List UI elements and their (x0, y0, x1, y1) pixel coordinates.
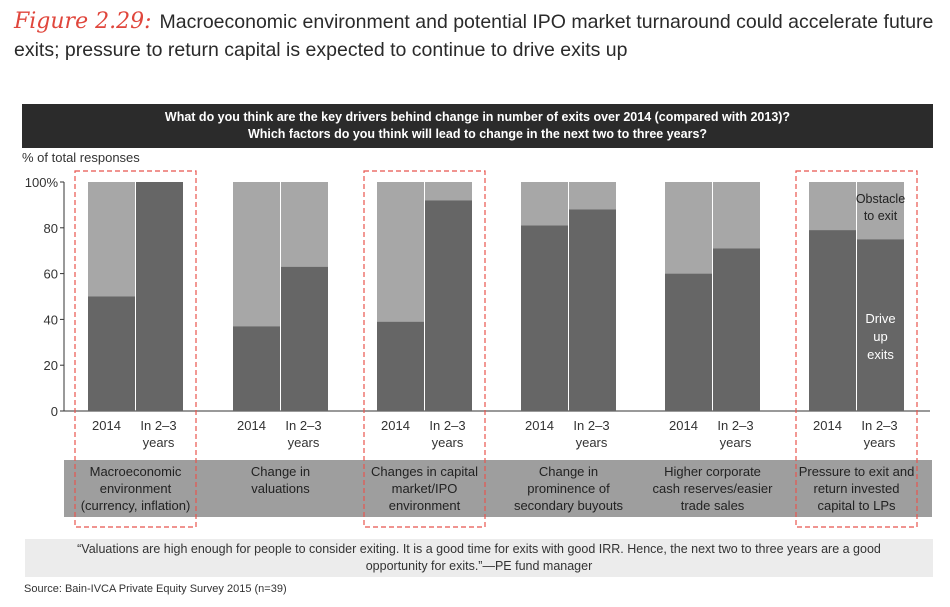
series-label-drive-up: exits (867, 347, 894, 362)
bar-label: 2014 (525, 418, 554, 433)
category-label: capital to LPs (817, 498, 896, 513)
quote-text: “Valuations are high enough for people t… (59, 541, 899, 575)
category-label: environment (389, 498, 461, 513)
bar-obstacle (377, 182, 424, 322)
bar-drive-up (809, 230, 856, 411)
series-label-obstacle: to exit (864, 209, 898, 223)
category-label: environment (100, 481, 172, 496)
category-label: Pressure to exit and (799, 464, 915, 479)
category-label: market/IPO (392, 481, 458, 496)
category-label: cash reserves/easier (653, 481, 774, 496)
category-label: trade sales (681, 498, 745, 513)
category-label: Change in (539, 464, 598, 479)
source-note: Source: Bain-IVCA Private Equity Survey … (24, 583, 287, 595)
category-label: prominence of (527, 481, 610, 496)
bar-obstacle (665, 182, 712, 274)
bar-obstacle (569, 182, 616, 209)
bar-label: 2014 (813, 418, 842, 433)
bar-drive-up (713, 248, 760, 411)
bar-label: In 2–3 (717, 418, 753, 433)
bar-label: years (864, 435, 896, 450)
bar-drive-up (136, 182, 183, 411)
category-label: Changes in capital (371, 464, 478, 479)
bar-label: In 2–3 (285, 418, 321, 433)
y-tick-label: 60 (44, 267, 58, 282)
stacked-bar-chart: % of total responses 0 20 40 60 80 100% 2014 In … (0, 0, 950, 540)
bar-obstacle (809, 182, 856, 230)
bar-drive-up (377, 322, 424, 411)
bar-drive-up (569, 209, 616, 411)
category-label: (currency, inflation) (81, 498, 191, 513)
bar-drive-up (233, 326, 280, 411)
bar-label: years (576, 435, 608, 450)
category-label: Change in (251, 464, 310, 479)
quote-box: “Valuations are high enough for people t… (25, 539, 933, 577)
y-tick-label: 20 (44, 358, 58, 373)
bar-drive-up (425, 200, 472, 411)
bar-obstacle (88, 182, 135, 297)
bar-drive-up (88, 297, 135, 412)
bar-obstacle (281, 182, 328, 267)
bar-label: 2014 (669, 418, 698, 433)
y-tick-label: 40 (44, 312, 58, 327)
bar-label: years (288, 435, 320, 450)
bar-obstacle (521, 182, 568, 226)
category-label: secondary buyouts (514, 498, 624, 513)
bar-label: In 2–3 (429, 418, 465, 433)
series-label-drive-up: up (873, 329, 887, 344)
bar-obstacle (425, 182, 472, 200)
category-label: valuations (251, 481, 310, 496)
category-label: Macroeconomic (90, 464, 182, 479)
y-tick-label: 100% (25, 175, 59, 190)
series-label-drive-up: Drive (865, 311, 895, 326)
bar-label: years (432, 435, 464, 450)
bar-label: years (720, 435, 752, 450)
bar-drive-up (521, 226, 568, 411)
series-label-obstacle: Obstacle (856, 192, 905, 206)
bar-label: In 2–3 (861, 418, 897, 433)
bar-obstacle (713, 182, 760, 248)
y-axis-label: % of total responses (22, 150, 140, 165)
bar-label: 2014 (92, 418, 121, 433)
bar-obstacle (233, 182, 280, 326)
bar-label: In 2–3 (573, 418, 609, 433)
bar-drive-up (281, 267, 328, 411)
category-label: Higher corporate (664, 464, 761, 479)
bar-label: In 2–3 (140, 418, 176, 433)
bar-label: 2014 (381, 418, 410, 433)
category-label: return invested (814, 481, 900, 496)
bar-label: 2014 (237, 418, 266, 433)
bar-label: years (143, 435, 175, 450)
y-tick-label: 0 (51, 404, 58, 419)
y-tick-label: 80 (44, 221, 58, 236)
bar-drive-up (665, 274, 712, 411)
